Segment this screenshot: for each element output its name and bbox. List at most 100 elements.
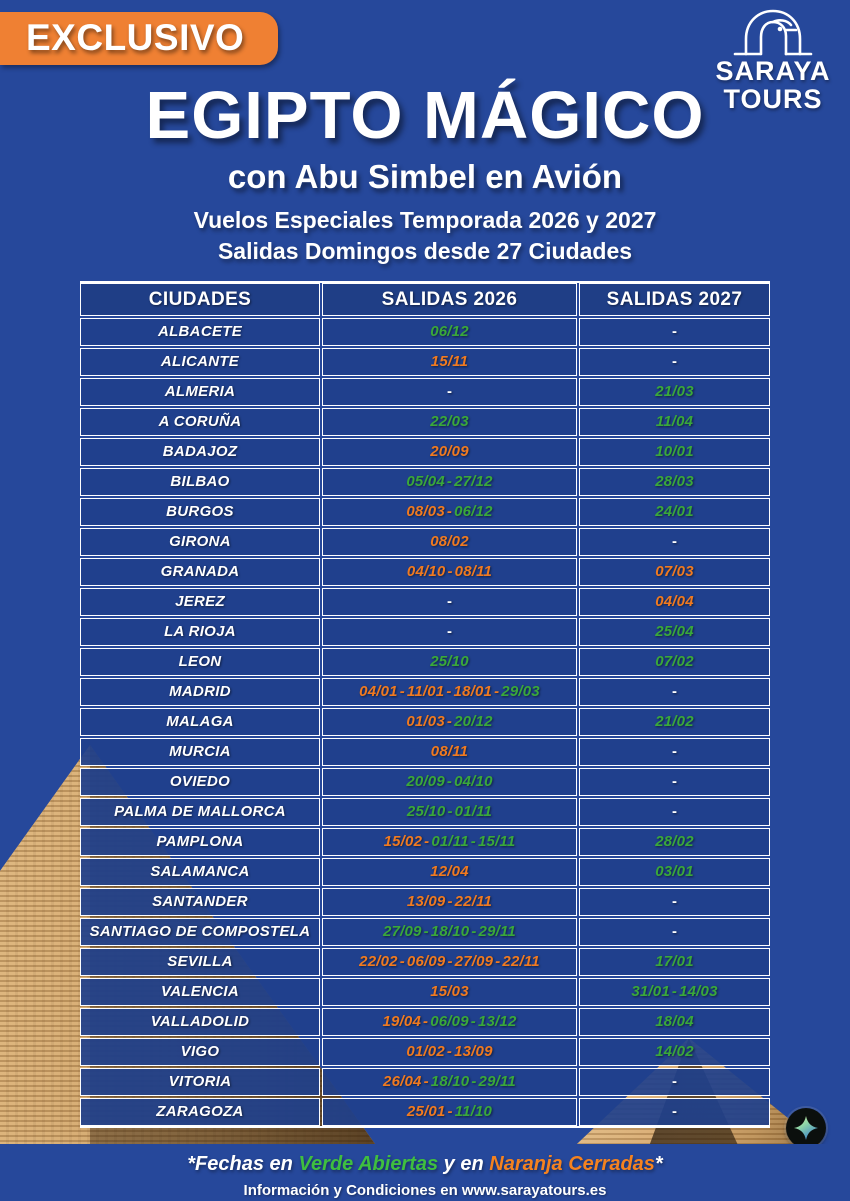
city-cell: ALBACETE: [80, 318, 320, 346]
table-row: ZARAGOZA 25/01-11/10-: [80, 1098, 770, 1126]
date-list: 22/03: [430, 413, 469, 430]
date-list: 06/12: [430, 323, 469, 340]
city-cell: MALAGA: [80, 708, 320, 736]
departure-date: 15/03: [430, 983, 469, 1000]
departure-date: 29/03: [501, 683, 540, 700]
departures-2027-cell: 18/04: [579, 1008, 770, 1036]
date-list: 21/02: [655, 713, 694, 730]
departures-2027-cell: 28/02: [579, 828, 770, 856]
departures-2027-cell: -: [579, 918, 770, 946]
date-list: 11/04: [656, 413, 693, 430]
table-row: SANTIAGO DE COMPOSTELA 27/09-18/10-29/11-: [80, 918, 770, 946]
departure-date: 25/10: [406, 803, 446, 820]
departures-2027-cell: -: [579, 798, 770, 826]
departures-2026-cell: 15/11: [322, 348, 577, 376]
departure-date: 29/11: [478, 923, 516, 940]
city-name: ALICANTE: [160, 353, 240, 370]
column-header-2026: SALIDAS 2026: [322, 283, 577, 316]
city-cell: BADAJOZ: [80, 438, 320, 466]
table-row: MURCIA 08/11 -: [80, 738, 770, 766]
departures-2026-cell: 27/09-18/10-29/11: [322, 918, 577, 946]
date-list: 24/01: [655, 503, 694, 520]
departures-2027-cell: -: [579, 768, 770, 796]
city-name: GIRONA: [169, 533, 231, 550]
exclusivo-badge-label: EXCLUSIVO: [26, 17, 245, 58]
departure-date: 15/11: [477, 833, 516, 850]
city-name: BADAJOZ: [162, 443, 238, 460]
departures-2027-cell: 28/03: [579, 468, 770, 496]
empty-marker: -: [672, 353, 677, 370]
departures-2027-cell: 14/02: [579, 1038, 770, 1066]
date-separator: -: [471, 923, 477, 940]
empty-marker: -: [447, 623, 452, 640]
city-cell: BURGOS: [80, 498, 320, 526]
departure-date: 08/11: [454, 563, 493, 580]
table-row: VALLADOLID 19/04-06/09-13/12 18/04: [80, 1008, 770, 1036]
departure-date: 18/04: [655, 1013, 694, 1030]
departures-2027-cell: 04/04: [579, 588, 770, 616]
table-row: SALAMANCA 12/04 03/01: [80, 858, 770, 886]
departures-line: Salidas Domingos desde 27 Ciudades: [217, 238, 633, 264]
departures-2026-cell: 22/03: [322, 408, 577, 436]
departures-2026-cell: 04/10-08/11: [322, 558, 577, 586]
date-list: 15/03: [430, 983, 469, 1000]
city-cell: GRANADA: [80, 558, 320, 586]
departures-2026-cell: 08/11: [322, 738, 577, 766]
departure-date: 11/10: [454, 1103, 493, 1120]
departures-2027-cell: 07/02: [579, 648, 770, 676]
city-name: OVIEDO: [169, 773, 231, 790]
departure-date: 22/02: [359, 953, 398, 970]
departure-date: 06/12: [430, 323, 469, 340]
departures-2026-cell: 08/02: [322, 528, 577, 556]
empty-marker: -: [672, 803, 677, 820]
departures-2026-cell: 22/02-06/09-27/09-22/11: [322, 948, 577, 976]
departures-2027-cell: 07/03: [579, 558, 770, 586]
date-list: 28/02: [655, 833, 694, 850]
date-separator: -: [447, 953, 453, 970]
departure-date: 01/02: [406, 1043, 445, 1060]
departures-2026-cell: 01/02-13/09: [322, 1038, 577, 1066]
city-name: ALMERIA: [164, 383, 236, 400]
date-list: 01/03-20/12: [406, 713, 492, 730]
departure-date: 15/02: [383, 833, 423, 850]
departure-date: 28/02: [655, 833, 694, 850]
four-point-star-badge: [786, 1108, 826, 1148]
departure-date: 07/03: [655, 563, 694, 580]
footer: *Fechas en Verde Abiertas y en Naranja C…: [0, 1144, 850, 1201]
date-separator: -: [424, 833, 430, 850]
city-name: SALAMANCA: [150, 863, 250, 880]
departures-2026-cell: 15/02-01/11-15/11: [322, 828, 577, 856]
empty-marker: -: [672, 683, 677, 700]
date-separator: -: [446, 503, 453, 520]
column-header-cities: CIUDADES: [80, 283, 320, 316]
date-separator: -: [446, 713, 453, 730]
table-row: SANTANDER 13/09-22/11-: [80, 888, 770, 916]
page-subtitle: con Abu Simbel en Avión: [227, 158, 623, 195]
table-row: GIRONA 08/02 -: [80, 528, 770, 556]
date-list: 15/11: [431, 353, 468, 370]
city-cell: LA RIOJA: [80, 618, 320, 646]
date-separator: -: [423, 923, 429, 940]
departure-date: 25/04: [655, 623, 694, 640]
departures-2026-cell: 01/03-20/12: [322, 708, 577, 736]
date-list: 14/02: [655, 1043, 694, 1060]
date-list: 10/01: [655, 443, 694, 460]
departures-table: CIUDADES SALIDAS 2026 SALIDAS 2027 ALBAC…: [80, 281, 770, 1128]
city-name: BURGOS: [166, 503, 234, 520]
date-list: 19/04-06/09-13/12: [382, 1013, 516, 1030]
city-cell: ZARAGOZA: [80, 1098, 320, 1126]
table-row: BURGOS 08/03-06/12 24/01: [80, 498, 770, 526]
departure-date: 27/09: [383, 923, 422, 940]
table-row: ALICANTE 15/11 -: [80, 348, 770, 376]
departure-date: 18/10: [430, 1073, 470, 1090]
table-header-row: CIUDADES SALIDAS 2026 SALIDAS 2027: [80, 283, 770, 316]
departure-date: 13/09: [406, 893, 446, 910]
city-cell: PAMPLONA: [80, 828, 320, 856]
city-cell: ALICANTE: [80, 348, 320, 376]
date-separator: -: [446, 1043, 453, 1060]
departure-date: 14/03: [679, 983, 718, 1000]
exclusivo-badge: EXCLUSIVO: [0, 12, 279, 65]
table-row: LA RIOJA - 25/04: [80, 618, 770, 646]
footer-info: Información y Condiciones en www.sarayat…: [243, 1182, 607, 1199]
departures-2026-cell: -: [322, 588, 577, 616]
